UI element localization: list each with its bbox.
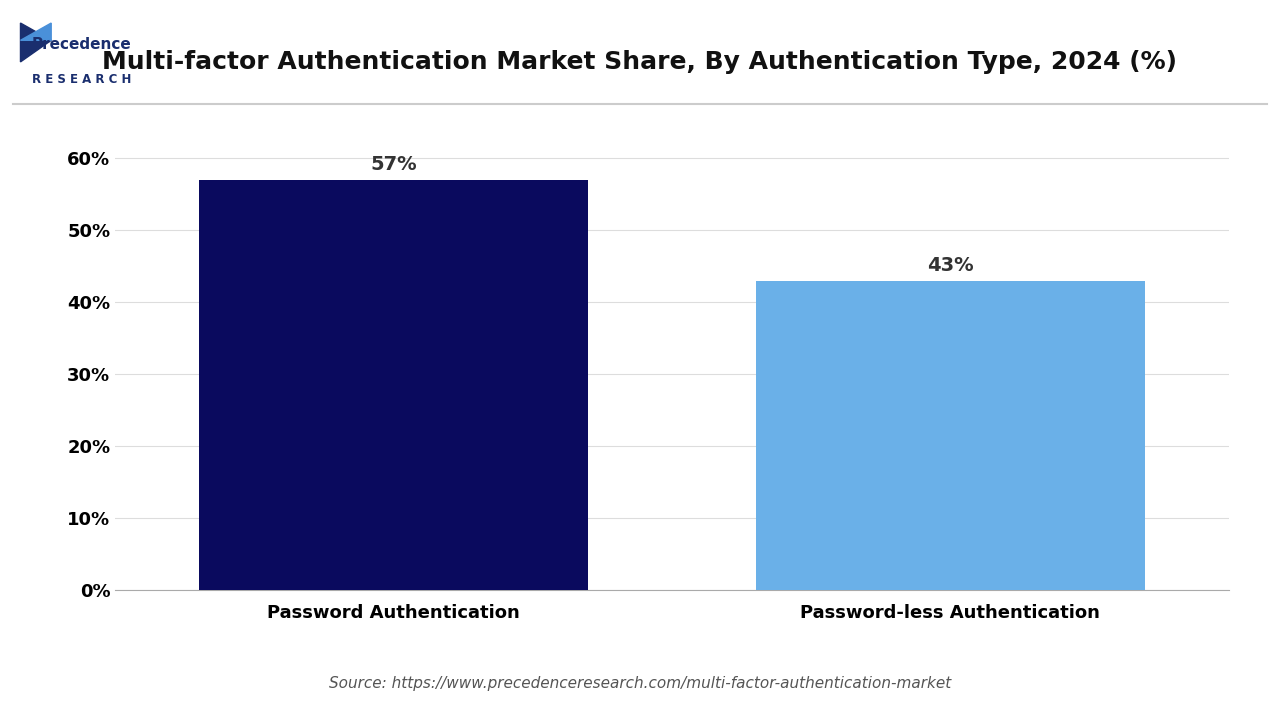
Text: 57%: 57% <box>370 156 417 174</box>
Text: R E S E A R C H: R E S E A R C H <box>32 73 132 86</box>
Text: Source: https://www.precedenceresearch.com/multi-factor-authentication-market: Source: https://www.precedenceresearch.c… <box>329 676 951 691</box>
Text: Precedence: Precedence <box>32 37 132 52</box>
Text: Multi-factor Authentication Market Share, By Authentication Type, 2024 (%): Multi-factor Authentication Market Share… <box>102 50 1178 74</box>
Text: 43%: 43% <box>927 256 974 275</box>
Polygon shape <box>20 23 51 40</box>
Bar <box>755 281 1146 590</box>
Polygon shape <box>20 23 51 62</box>
Bar <box>198 180 589 590</box>
